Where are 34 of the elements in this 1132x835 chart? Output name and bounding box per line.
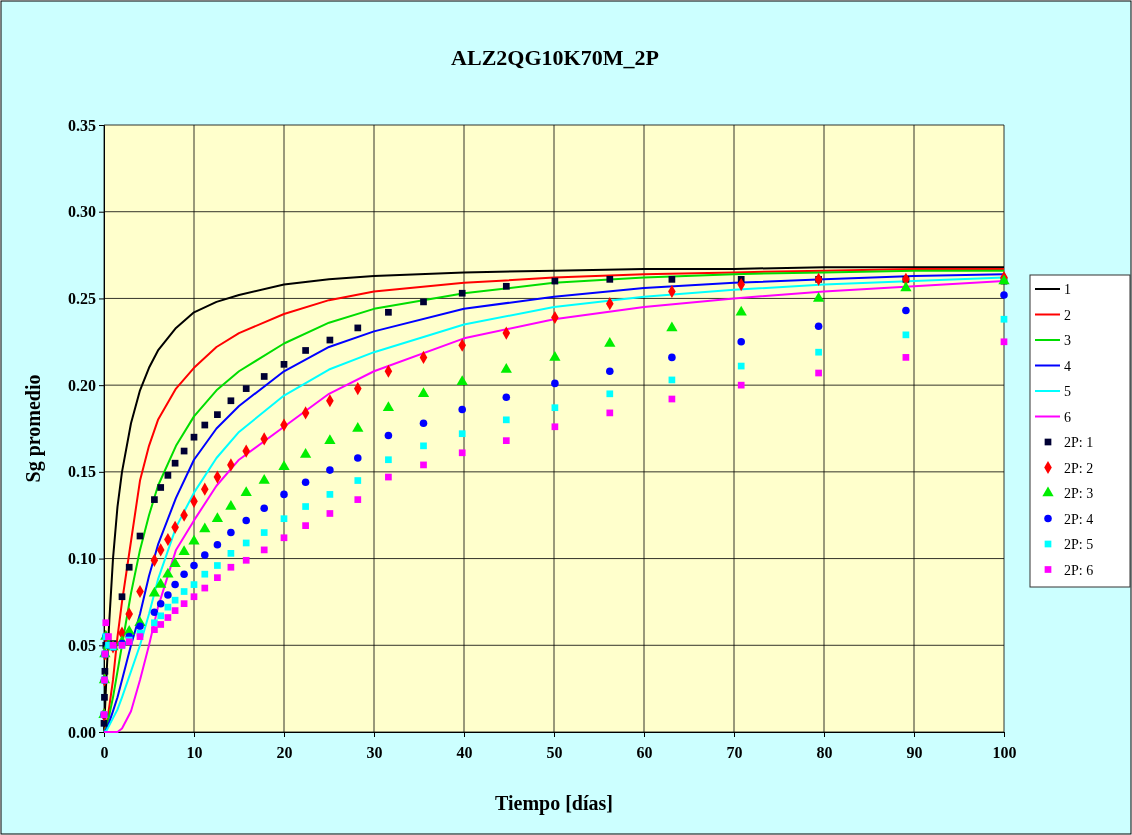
legend-label: 5 bbox=[1064, 384, 1071, 399]
legend-label: 2P: 2 bbox=[1064, 460, 1094, 476]
y-tick-label: 0.25 bbox=[68, 290, 96, 308]
y-tick-label: 0.05 bbox=[68, 636, 96, 654]
legend-label: 2P: 1 bbox=[1064, 435, 1094, 450]
x-tick-label: 70 bbox=[726, 743, 743, 761]
y-tick-label: 0.00 bbox=[68, 723, 96, 741]
legend-label: 2 bbox=[1064, 307, 1071, 323]
x-tick-label: 100 bbox=[992, 743, 1017, 761]
y-tick-label: 0.10 bbox=[68, 550, 96, 568]
y-tick-label: 0.30 bbox=[68, 203, 96, 221]
y-tick-label: 0.20 bbox=[68, 376, 96, 394]
legend-label: 3 bbox=[1064, 333, 1071, 348]
legend-label: 6 bbox=[1064, 409, 1071, 425]
y-axis-title: Sg promedio bbox=[22, 374, 45, 483]
x-axis-title: Tiempo [días] bbox=[495, 792, 613, 815]
legend-label: 2P: 4 bbox=[1064, 511, 1094, 527]
y-tick-label: 0.15 bbox=[68, 463, 96, 481]
x-tick-label: 0 bbox=[100, 743, 109, 761]
y-tick-label: 0.35 bbox=[68, 116, 96, 134]
x-tick-label: 30 bbox=[366, 743, 383, 761]
chart-title: ALZ2QG10K70M_2P bbox=[451, 45, 659, 70]
x-tick-label: 20 bbox=[276, 743, 293, 761]
x-tick-label: 90 bbox=[906, 743, 923, 761]
x-tick-label: 80 bbox=[816, 743, 833, 761]
legend-label: 1 bbox=[1064, 282, 1071, 297]
x-tick-label: 40 bbox=[456, 743, 473, 761]
x-tick-label: 10 bbox=[186, 743, 203, 761]
legend-label: 2P: 5 bbox=[1064, 537, 1094, 552]
x-tick-label: 50 bbox=[546, 743, 563, 761]
legend-label: 2P: 3 bbox=[1064, 486, 1094, 501]
legend-label: 2P: 6 bbox=[1064, 562, 1094, 578]
x-tick-label: 60 bbox=[636, 743, 653, 761]
legend-label: 4 bbox=[1064, 358, 1071, 374]
